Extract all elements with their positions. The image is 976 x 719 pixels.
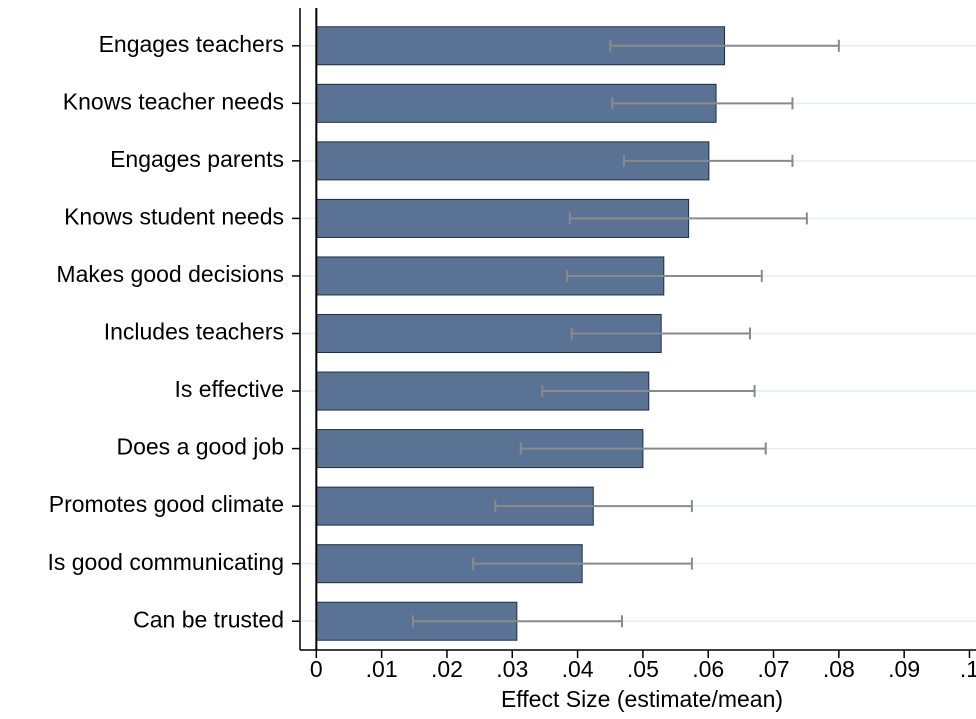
y-tick-label: Does a good job	[116, 434, 284, 460]
y-tick-label: Is effective	[174, 376, 284, 402]
x-tick-label: .05	[627, 656, 659, 682]
x-tick-label: .04	[562, 656, 594, 682]
y-tick-label: Knows teacher needs	[63, 88, 284, 114]
x-tick-label: .07	[758, 656, 790, 682]
y-tick-label: Engages teachers	[99, 31, 284, 57]
y-tick-label: Can be trusted	[133, 606, 284, 632]
y-tick-label: Engages parents	[110, 146, 284, 172]
x-tick-label: .09	[888, 656, 920, 682]
x-tick-label: .02	[431, 656, 463, 682]
x-tick-label: 0	[310, 656, 323, 682]
y-tick-label: Promotes good climate	[49, 491, 284, 517]
x-tick-label: .08	[823, 656, 855, 682]
y-tick-label: Is good communicating	[47, 549, 284, 575]
x-tick-label: .03	[496, 656, 528, 682]
x-tick-label: .01	[366, 656, 398, 682]
x-tick-label: .1	[960, 656, 976, 682]
y-tick-label: Makes good decisions	[56, 261, 284, 287]
y-tick-label: Includes teachers	[104, 319, 284, 345]
x-tick-label: .06	[692, 656, 724, 682]
y-tick-label: Knows student needs	[64, 203, 284, 229]
x-axis-title: Effect Size (estimate/mean)	[501, 686, 783, 712]
